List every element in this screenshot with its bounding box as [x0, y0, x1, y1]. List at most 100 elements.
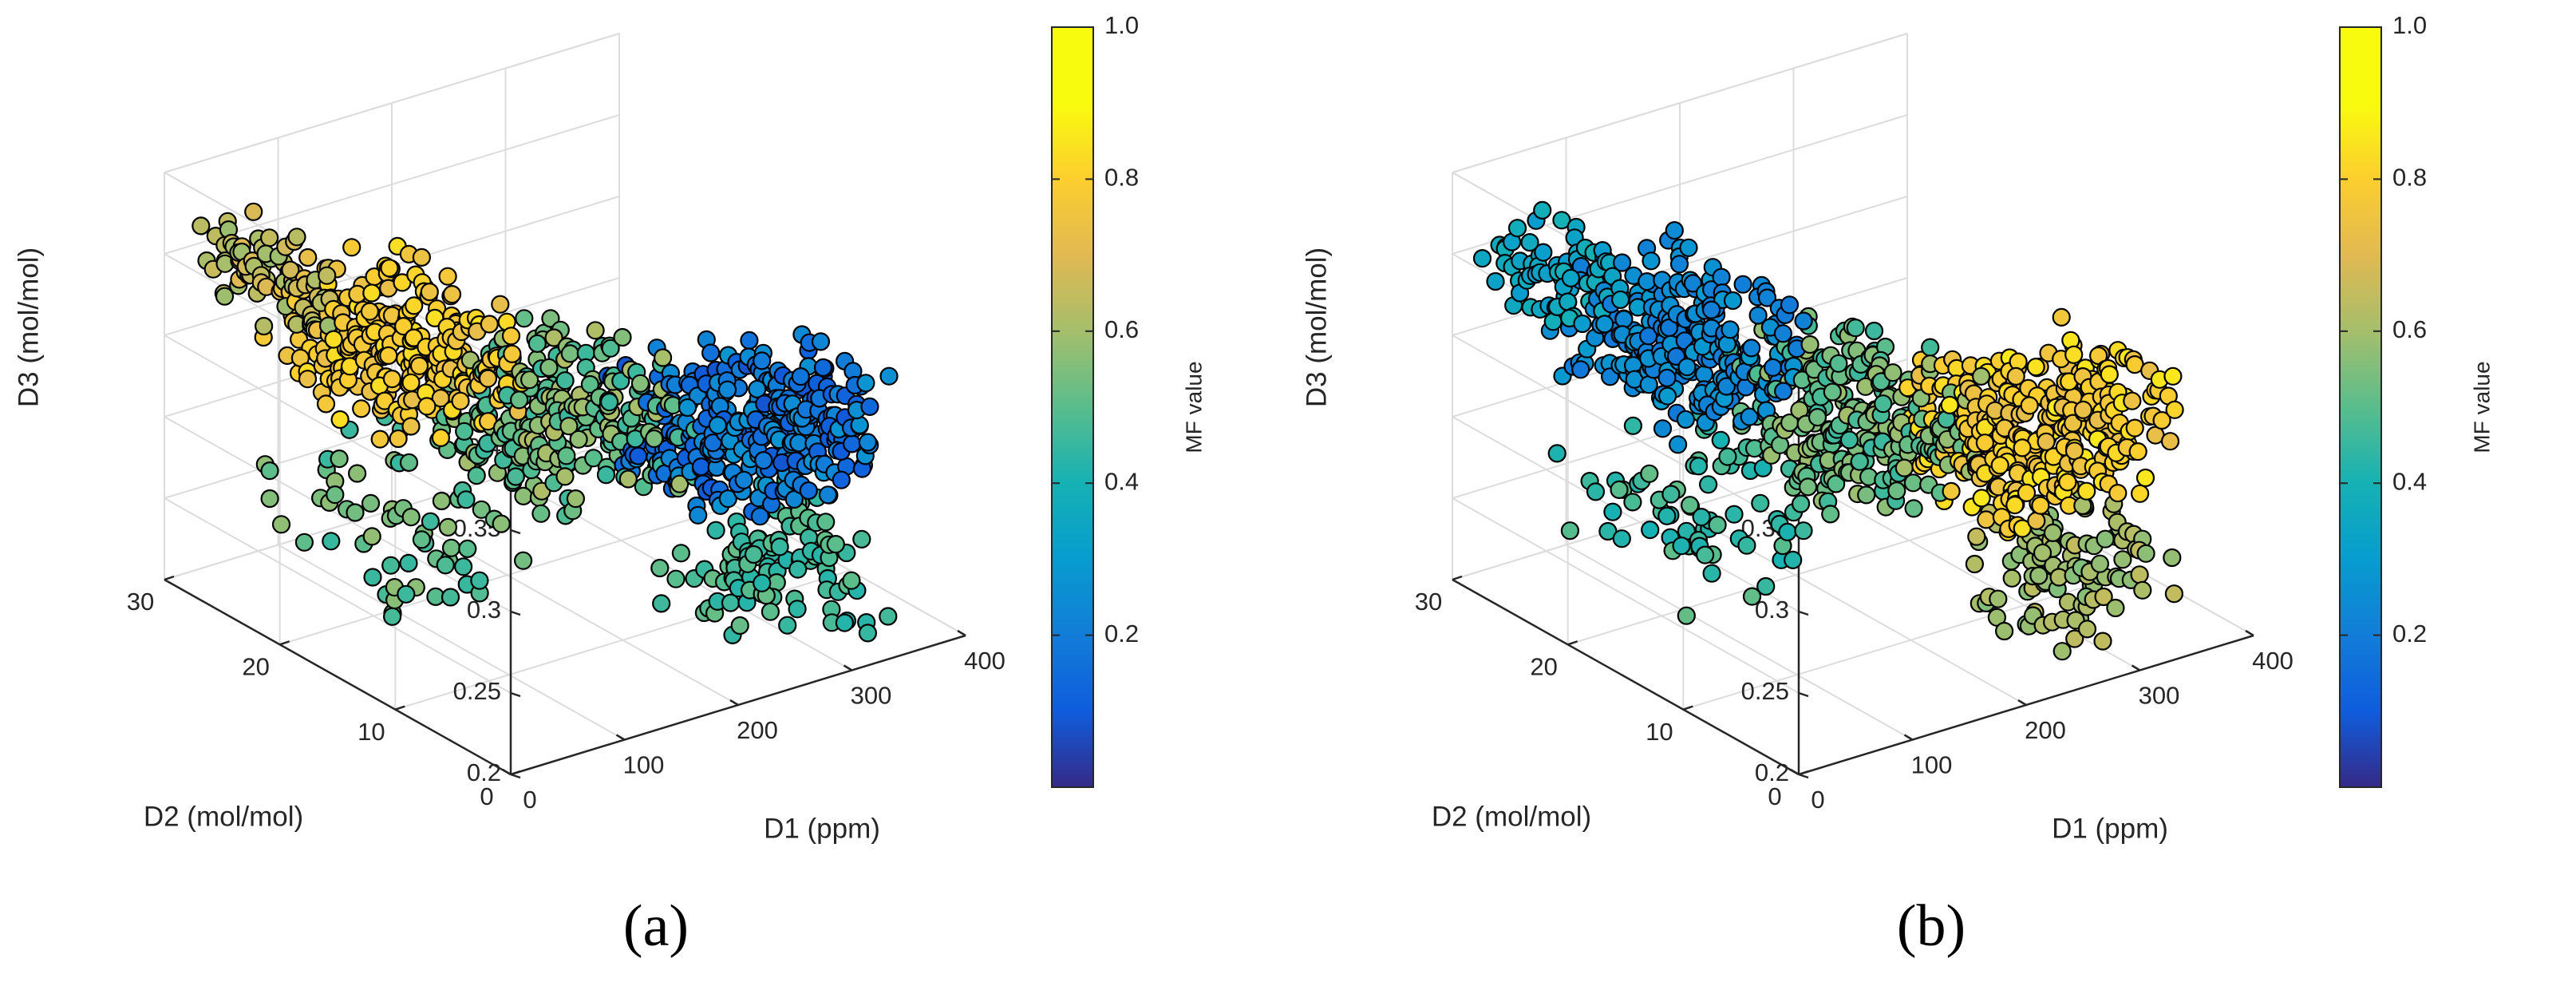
data-point — [1595, 315, 1614, 334]
data-point — [835, 613, 855, 632]
chart-a: 0.20.250.30.350.40.450100200300400010203… — [13, 11, 1206, 844]
data-point — [2125, 418, 2144, 438]
x-tick-label: 100 — [623, 751, 665, 779]
data-point — [1692, 507, 1711, 527]
colorbar-tick-label: 0.4 — [1104, 467, 1139, 495]
colorbar-tick-label: 0.8 — [2392, 164, 2427, 192]
data-point — [2135, 468, 2155, 488]
data-point — [539, 358, 559, 377]
data-point — [1903, 473, 1923, 493]
x-axis-label: D1 (ppm) — [2052, 813, 2168, 844]
data-point — [405, 296, 424, 315]
x-tick-label: 0 — [1811, 786, 1824, 814]
colorbar-bar — [1051, 26, 1094, 788]
data-point — [1661, 485, 1681, 504]
z-tick-label: 0.25 — [1741, 677, 1789, 705]
data-point — [383, 607, 402, 626]
data-point — [1657, 506, 1677, 525]
data-point — [192, 216, 211, 236]
data-point — [1708, 515, 1727, 535]
data-point — [2130, 484, 2150, 503]
data-point — [1610, 480, 1629, 500]
data-point — [2164, 584, 2184, 604]
x-axis-label: D1 (ppm) — [764, 813, 880, 844]
data-point — [645, 429, 664, 449]
data-point — [734, 470, 753, 489]
data-point — [318, 266, 337, 285]
data-point — [330, 449, 349, 469]
grid-line — [1452, 114, 1908, 255]
data-point — [1857, 485, 1876, 505]
data-point — [569, 430, 588, 449]
data-point — [1778, 522, 1797, 542]
data-point — [1894, 458, 1914, 477]
data-point — [1883, 363, 1902, 382]
data-point — [2053, 642, 2072, 661]
x-tick — [2245, 629, 2254, 637]
data-point — [559, 417, 579, 436]
colorbar-tick-label: 0.6 — [2392, 315, 2427, 343]
y-tick — [164, 575, 175, 581]
colorbar-label: MF value — [1181, 361, 1206, 453]
data-point — [1874, 394, 1893, 414]
data-point — [503, 344, 522, 363]
data-point — [515, 309, 534, 328]
data-point — [2108, 483, 2128, 503]
data-point — [2064, 345, 2084, 364]
data-point — [520, 370, 539, 390]
data-point — [409, 356, 429, 375]
data-point — [1623, 416, 1642, 435]
data-point — [1657, 368, 1677, 387]
data-point — [2163, 366, 2183, 386]
data-point — [1612, 529, 1631, 548]
data-point — [441, 538, 461, 557]
box-edge — [1452, 33, 1908, 173]
data-point — [2106, 598, 2125, 618]
data-point — [1669, 255, 1689, 274]
z-tick — [1798, 773, 1809, 779]
data-point — [1534, 243, 1553, 262]
data-point — [813, 358, 833, 377]
data-point — [708, 415, 728, 435]
data-point — [1791, 494, 1811, 513]
scatter-points — [192, 202, 899, 645]
data-point — [1794, 311, 1813, 331]
data-point — [2130, 565, 2149, 584]
data-point — [1640, 464, 1659, 483]
data-point — [2031, 496, 2050, 515]
y-tick — [279, 640, 290, 646]
data-point — [1904, 499, 1923, 518]
x-tick-label: 300 — [851, 682, 892, 710]
data-point — [1733, 275, 1752, 294]
grid-line — [1566, 544, 1913, 741]
data-point — [1689, 457, 1709, 476]
data-point — [748, 379, 767, 398]
data-point — [362, 283, 381, 303]
y-tick-label: 20 — [242, 653, 269, 681]
y-axis-label: D2 (mol/mol) — [144, 801, 303, 832]
z-tick-label: 0.2 — [467, 758, 501, 786]
data-point — [1763, 358, 1783, 377]
data-point — [1846, 319, 1865, 338]
data-point — [1942, 481, 1961, 501]
x-tick-label: 0 — [523, 786, 536, 814]
data-point — [2077, 481, 2096, 501]
data-point — [421, 512, 441, 531]
data-point — [380, 259, 399, 278]
data-point — [2043, 523, 2063, 543]
data-point — [2027, 511, 2046, 531]
data-point — [2123, 391, 2142, 410]
data-point — [858, 433, 878, 452]
data-point — [492, 514, 511, 533]
data-point — [856, 374, 875, 393]
data-point — [453, 557, 473, 576]
data-point — [361, 493, 381, 513]
z-tick — [1798, 610, 1809, 616]
data-point — [478, 369, 498, 388]
grid-line — [1452, 497, 1800, 694]
data-point — [1748, 306, 1768, 325]
x-tick — [2131, 664, 2141, 671]
data-point — [753, 573, 772, 592]
z-tick — [510, 773, 521, 779]
data-point — [730, 616, 749, 636]
